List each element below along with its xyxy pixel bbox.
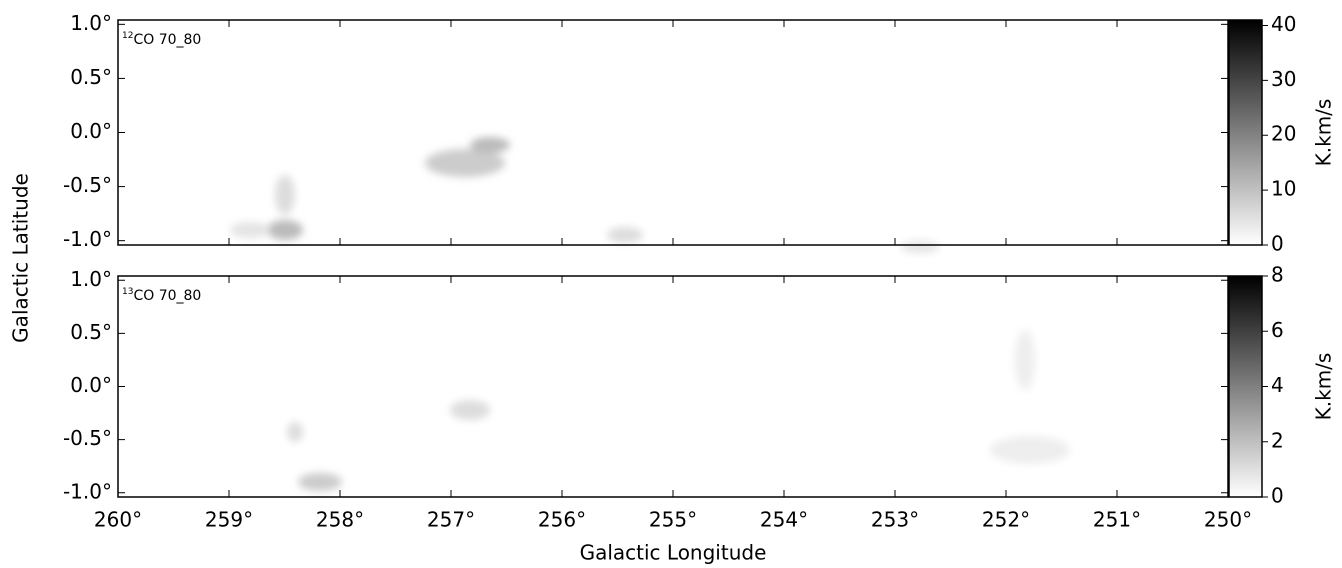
colorbar-tick-label: 30	[1271, 67, 1296, 91]
emission	[267, 220, 303, 240]
y-tick-label: 0.5°	[70, 65, 112, 89]
emission	[607, 227, 643, 243]
x-tick-label: 252°	[982, 508, 1030, 532]
colorbar-tick-label: 0	[1271, 232, 1284, 256]
panel-label-sup: 13	[122, 287, 133, 297]
emission	[230, 222, 270, 238]
colorbar	[1228, 275, 1263, 498]
colorbar-tick-label: 6	[1271, 318, 1284, 342]
x-tick-label: 254°	[760, 508, 808, 532]
x-tick-label: 260°	[94, 508, 142, 532]
emission	[450, 400, 490, 420]
colorbar-tick-label: 4	[1271, 373, 1284, 397]
emission-layer	[230, 137, 1070, 491]
colorbar-tick-label: 2	[1271, 428, 1284, 452]
x-tick-label: 251°	[1093, 508, 1141, 532]
panel-label-text: CO 70_80	[133, 32, 201, 48]
panel-label: 12CO 70_80	[122, 31, 201, 49]
colorbar-label: K.km/s	[1312, 99, 1336, 167]
colorbar-tick-label: 40	[1271, 12, 1296, 36]
y-axis-label: Galactic Latitude	[9, 173, 33, 343]
emission	[425, 149, 505, 177]
y-tick-label: 1.0°	[70, 11, 112, 35]
y-tick-label: 0.0°	[70, 119, 112, 143]
x-axis-label: Galactic Longitude	[580, 541, 767, 565]
colorbar-tick-label: 10	[1271, 177, 1296, 201]
emission	[275, 175, 295, 215]
panel-label-text: CO 70_80	[133, 288, 201, 304]
y-tick-label: -0.5°	[63, 173, 112, 197]
y-tick-label: 0.5°	[70, 320, 112, 344]
emission	[287, 422, 303, 442]
x-tick-label: 257°	[427, 508, 475, 532]
plot-frame	[117, 275, 1229, 498]
emission	[1015, 330, 1035, 390]
emission	[470, 137, 510, 153]
x-tick-label: 255°	[649, 508, 697, 532]
colorbar-tick-label: 0	[1271, 484, 1284, 508]
y-tick-label: 0.0°	[70, 373, 112, 397]
x-tick-label: 259°	[205, 508, 253, 532]
colorbar-tick-label: 20	[1271, 122, 1296, 146]
x-tick-label: 258°	[316, 508, 364, 532]
colorbar-tick-label: 8	[1271, 263, 1284, 287]
x-tick-label: 256°	[538, 508, 586, 532]
colorbar-label: K.km/s	[1312, 353, 1336, 421]
x-tick-label: 253°	[871, 508, 919, 532]
emission	[298, 473, 342, 491]
y-tick-label: -0.5°	[63, 426, 112, 450]
y-tick-label: 1.0°	[70, 267, 112, 291]
colorbar	[1228, 19, 1263, 246]
panel-label: 13CO 70_80	[122, 287, 201, 305]
emission	[990, 436, 1070, 464]
panel-label-sup: 12	[122, 31, 133, 41]
x-tick-label: 250°	[1204, 508, 1252, 532]
y-tick-label: -1.0°	[63, 227, 112, 251]
y-tick-label: -1.0°	[63, 479, 112, 503]
emission	[900, 241, 940, 253]
